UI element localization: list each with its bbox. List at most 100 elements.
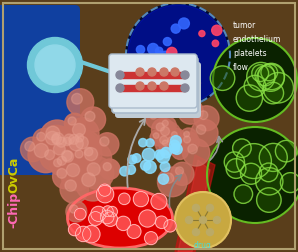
Circle shape (46, 131, 59, 145)
Circle shape (66, 164, 80, 177)
Circle shape (151, 81, 159, 89)
Circle shape (233, 139, 251, 158)
Circle shape (182, 139, 210, 166)
Circle shape (183, 104, 192, 113)
Circle shape (79, 142, 111, 175)
Circle shape (175, 70, 187, 81)
Circle shape (171, 68, 179, 76)
Circle shape (69, 224, 81, 236)
Circle shape (280, 173, 298, 193)
Circle shape (170, 144, 179, 153)
Circle shape (256, 168, 283, 195)
Circle shape (199, 111, 208, 119)
Circle shape (156, 47, 163, 54)
Circle shape (240, 163, 262, 184)
Circle shape (257, 188, 281, 212)
Circle shape (59, 129, 86, 155)
Text: tumor: tumor (233, 20, 256, 29)
Circle shape (103, 212, 117, 227)
Circle shape (116, 71, 124, 79)
Circle shape (65, 180, 76, 191)
Circle shape (148, 68, 156, 76)
Bar (0, 20, 35, 150)
Ellipse shape (27, 38, 83, 92)
Circle shape (60, 175, 89, 203)
Circle shape (188, 144, 197, 154)
Circle shape (156, 150, 170, 163)
Circle shape (170, 136, 181, 146)
Circle shape (164, 134, 181, 150)
Circle shape (170, 66, 179, 75)
Circle shape (275, 140, 297, 162)
Circle shape (116, 84, 124, 92)
Circle shape (75, 226, 91, 242)
Circle shape (148, 64, 155, 71)
Circle shape (62, 151, 74, 162)
Circle shape (159, 137, 176, 153)
Circle shape (179, 18, 190, 29)
Circle shape (72, 130, 93, 151)
Circle shape (170, 140, 180, 150)
Circle shape (133, 192, 148, 207)
Circle shape (126, 165, 136, 174)
Circle shape (54, 159, 62, 167)
Circle shape (185, 216, 193, 224)
Circle shape (261, 64, 277, 81)
Circle shape (199, 30, 205, 37)
Circle shape (66, 201, 87, 222)
Circle shape (167, 47, 177, 57)
Circle shape (63, 131, 98, 166)
Circle shape (72, 93, 82, 104)
Circle shape (247, 62, 275, 91)
Circle shape (160, 51, 170, 61)
Circle shape (162, 120, 168, 126)
Circle shape (136, 46, 145, 54)
Circle shape (213, 216, 221, 224)
Circle shape (207, 229, 213, 236)
Circle shape (68, 117, 76, 125)
Polygon shape (175, 155, 215, 252)
Circle shape (120, 166, 129, 176)
Circle shape (107, 206, 117, 217)
FancyArrowPatch shape (78, 61, 117, 74)
Circle shape (162, 140, 168, 146)
Circle shape (126, 3, 230, 107)
Circle shape (48, 130, 72, 154)
Circle shape (138, 56, 145, 62)
Circle shape (234, 185, 253, 203)
Circle shape (103, 163, 111, 171)
Circle shape (151, 118, 175, 142)
Circle shape (139, 139, 147, 147)
Circle shape (155, 216, 168, 229)
Circle shape (103, 206, 113, 217)
Circle shape (161, 127, 170, 136)
Ellipse shape (35, 45, 75, 85)
Circle shape (143, 64, 152, 73)
Circle shape (191, 119, 218, 146)
Circle shape (41, 145, 65, 170)
Circle shape (148, 43, 159, 54)
Circle shape (57, 156, 66, 165)
Circle shape (258, 63, 285, 90)
Circle shape (180, 132, 199, 152)
Circle shape (91, 206, 106, 222)
Circle shape (25, 141, 35, 151)
Circle shape (116, 216, 131, 231)
Circle shape (64, 134, 74, 144)
Circle shape (76, 167, 110, 201)
Circle shape (181, 84, 189, 92)
Circle shape (99, 184, 111, 196)
Circle shape (164, 65, 170, 71)
Circle shape (262, 82, 284, 104)
Circle shape (67, 89, 94, 116)
Circle shape (175, 192, 231, 248)
Circle shape (160, 68, 168, 76)
Circle shape (67, 118, 99, 150)
Circle shape (53, 143, 65, 155)
Circle shape (159, 117, 176, 134)
Circle shape (160, 82, 168, 90)
Circle shape (85, 111, 95, 121)
Circle shape (263, 73, 294, 103)
Circle shape (34, 143, 49, 158)
Circle shape (180, 128, 197, 144)
